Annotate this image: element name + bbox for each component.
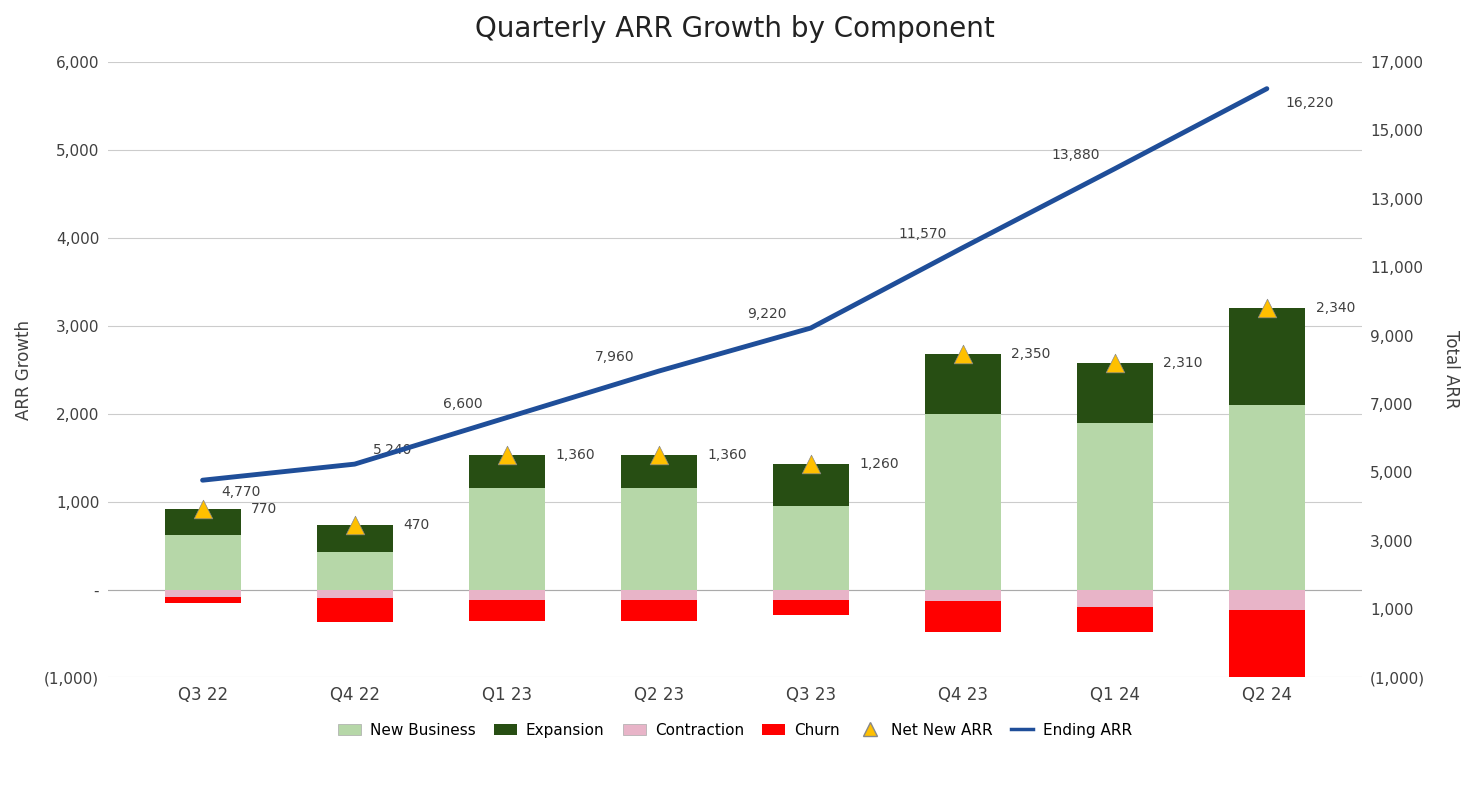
Bar	[469, 489, 544, 590]
Bar	[469, 600, 544, 621]
Bar	[165, 590, 240, 596]
Text: 6,600: 6,600	[442, 397, 482, 410]
Bar	[925, 414, 1000, 590]
Bar	[469, 590, 544, 600]
Text: 9,220: 9,220	[746, 307, 786, 322]
Point	[1255, 301, 1279, 314]
Point	[951, 347, 975, 360]
Point	[496, 448, 519, 461]
Bar	[317, 599, 392, 622]
Bar	[773, 464, 848, 506]
Text: 1,360: 1,360	[708, 448, 746, 462]
Point	[190, 503, 214, 516]
Bar	[925, 354, 1000, 414]
Y-axis label: ARR Growth: ARR Growth	[15, 320, 32, 419]
Bar	[1229, 590, 1305, 610]
Bar	[925, 590, 1000, 601]
Text: 2,350: 2,350	[1012, 347, 1050, 361]
Bar	[773, 600, 848, 615]
Bar	[317, 524, 392, 552]
Point	[799, 457, 823, 470]
Text: 13,880: 13,880	[1052, 148, 1099, 162]
Bar	[1229, 405, 1305, 590]
Bar	[621, 455, 696, 489]
Bar	[317, 552, 392, 590]
Bar	[621, 590, 696, 600]
Bar	[1077, 607, 1153, 632]
Text: 1,260: 1,260	[860, 457, 900, 471]
Text: 2,340: 2,340	[1316, 301, 1356, 315]
Bar	[469, 455, 544, 489]
Text: 11,570: 11,570	[898, 227, 947, 241]
Text: 4,770: 4,770	[221, 486, 260, 499]
Bar	[1077, 423, 1153, 590]
Point	[648, 448, 671, 461]
Bar	[1077, 363, 1153, 423]
Legend: New Business, Expansion, Contraction, Churn, Net New ARR, Ending ARR: New Business, Expansion, Contraction, Ch…	[332, 717, 1137, 743]
Bar	[621, 489, 696, 590]
Text: 470: 470	[403, 517, 429, 532]
Bar	[165, 509, 240, 535]
Bar	[773, 506, 848, 590]
Bar	[621, 600, 696, 621]
Bar	[317, 590, 392, 599]
Text: 770: 770	[251, 502, 277, 516]
Bar	[925, 601, 1000, 632]
Text: 1,360: 1,360	[555, 448, 594, 462]
Bar	[773, 590, 848, 600]
Bar	[1229, 308, 1305, 405]
Bar	[1077, 590, 1153, 607]
Bar	[1229, 610, 1305, 686]
Text: 5,240: 5,240	[373, 444, 412, 457]
Bar	[165, 596, 240, 603]
Title: Quarterly ARR Growth by Component: Quarterly ARR Growth by Component	[475, 15, 994, 43]
Point	[342, 518, 366, 531]
Text: 7,960: 7,960	[594, 351, 634, 364]
Point	[1103, 356, 1127, 369]
Y-axis label: Total ARR: Total ARR	[1443, 330, 1460, 409]
Text: 16,220: 16,220	[1285, 95, 1333, 110]
Bar	[165, 535, 240, 590]
Text: 2,310: 2,310	[1164, 356, 1204, 370]
